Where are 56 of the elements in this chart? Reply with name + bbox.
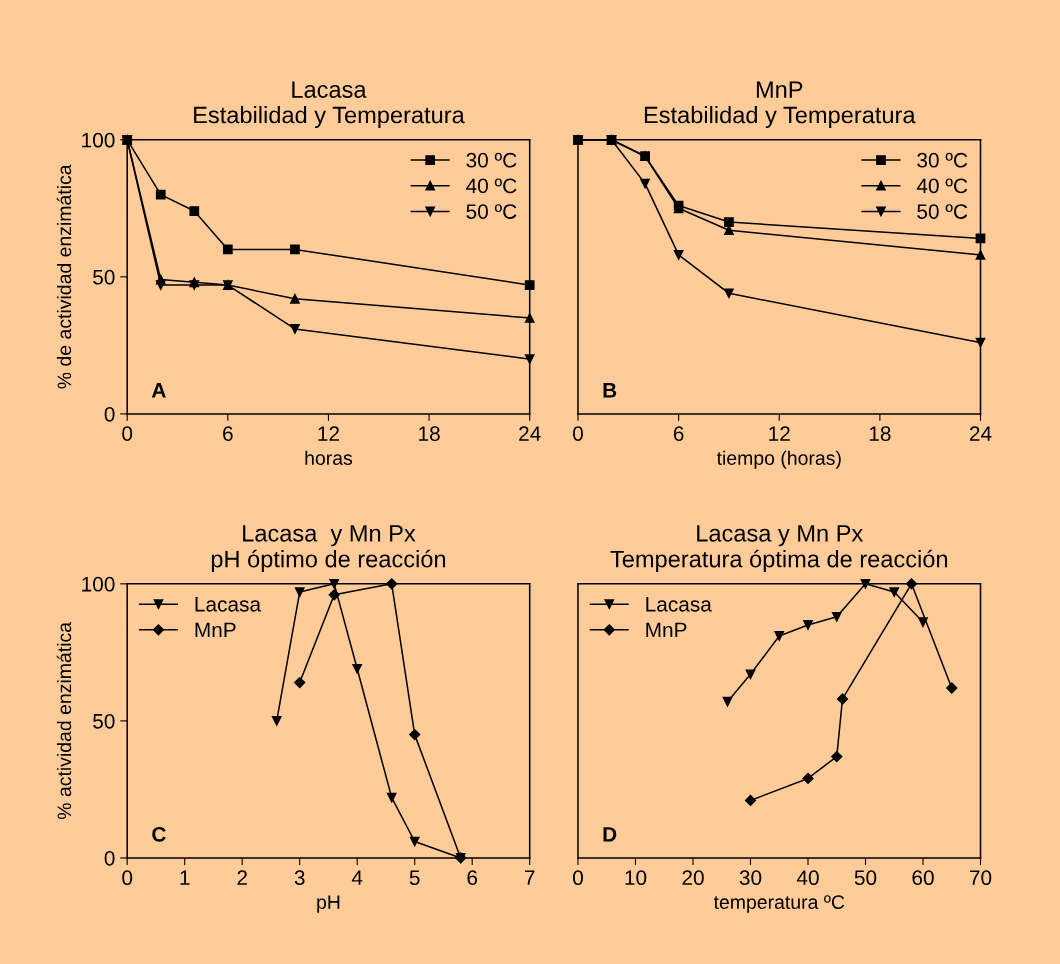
y-tick-label: 0 <box>104 850 115 866</box>
chart-title: Lacasa Estabilidad y Temperatura <box>194 81 465 129</box>
legend-label: 50 ºC <box>917 204 968 219</box>
x-axis-title: tiempo (horas) <box>716 450 841 469</box>
x-tick-label: 6 <box>223 426 233 441</box>
y-tick-label: 50 <box>93 269 115 285</box>
x-tick-label: 24 <box>519 426 541 441</box>
x-tick-label: 24 <box>969 426 992 441</box>
chart-title: Lacasa y Mn Px Temperatura óptima de reacción <box>610 525 948 573</box>
x-tick-label: 4 <box>351 870 363 885</box>
x-tick-label: 6 <box>673 426 684 441</box>
x-tick-label: 3 <box>294 870 305 886</box>
x-axis-title: horas <box>305 450 353 465</box>
y-tick-label: 100 <box>82 132 115 148</box>
chart-title: MnP Estabilidad y Temperatura <box>644 81 916 129</box>
x-tick-label: 70 <box>969 870 992 886</box>
legend-label: MnP <box>646 622 687 638</box>
y-tick-label: 50 <box>93 713 115 729</box>
x-tick-label: 60 <box>912 870 934 886</box>
x-tick-label: 50 <box>854 870 877 886</box>
x-tick-label: 40 <box>796 870 819 886</box>
legend-label: MnP <box>195 622 236 638</box>
y-axis-title: % de actividad enzimática <box>56 164 72 389</box>
legend-label: Lacasa <box>646 597 712 612</box>
y-axis-title: % actividad enzimática <box>56 622 72 820</box>
legend-label: Lacasa <box>195 597 262 612</box>
annotation: D <box>603 827 617 842</box>
x-tick-label: 6 <box>467 870 478 886</box>
x-tick-label: 5 <box>409 870 420 886</box>
x-tick-label: 10 <box>625 870 647 886</box>
x-axis-title: pH <box>317 895 340 913</box>
x-tick-label: 7 <box>524 870 535 885</box>
y-tick-label: 0 <box>104 406 115 422</box>
x-tick-label: 20 <box>682 870 704 886</box>
x-tick-label: 0 <box>122 426 133 441</box>
legend-label: 30 ºC <box>466 152 517 168</box>
legend-label: 40 ºC <box>466 178 517 194</box>
x-tick-label: 18 <box>419 426 440 441</box>
legend-label: 30 ºC <box>917 152 968 168</box>
chart-title: Lacasa y Mn Px pH óptimo de reacción <box>211 525 446 573</box>
y-tick-label: 100 <box>82 576 115 592</box>
x-tick-label: 12 <box>318 426 339 441</box>
x-axis-title: temperatura ºC <box>713 895 845 913</box>
x-tick-label: 30 <box>739 870 762 886</box>
legend-label: 50 ºC <box>466 204 517 219</box>
x-tick-label: 18 <box>869 426 891 441</box>
x-tick-label: 0 <box>122 870 133 886</box>
annotation: C <box>152 826 166 842</box>
annotation: B <box>603 383 617 398</box>
annotation: A <box>151 383 166 398</box>
x-tick-label: 1 <box>180 870 190 885</box>
x-tick-label: 2 <box>237 870 247 885</box>
x-tick-label: 12 <box>769 426 790 441</box>
x-tick-label: 0 <box>573 870 583 886</box>
legend-label: 40 ºC <box>916 178 968 194</box>
x-tick-label: 0 <box>573 426 583 441</box>
